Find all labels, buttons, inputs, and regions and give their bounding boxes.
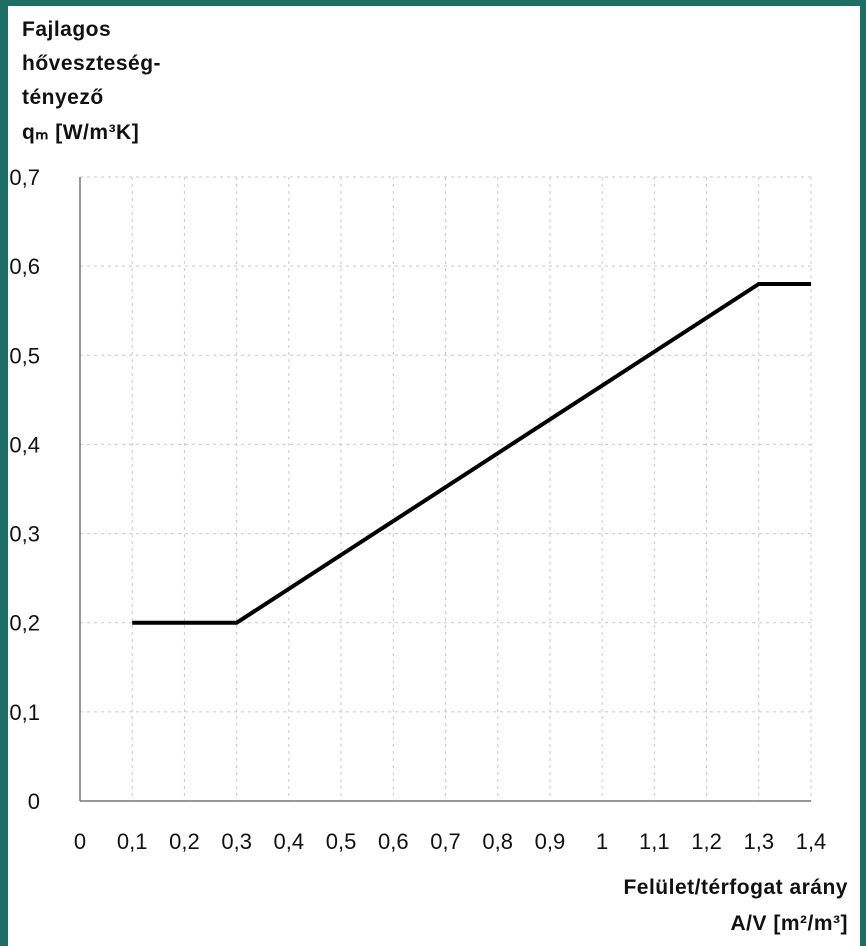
series-layer: [132, 281, 811, 625]
x-tick-label: 0,4: [274, 829, 305, 854]
x-tick-label: 1,4: [796, 829, 827, 854]
chart-frame: Fajlagos hőveszteség- tényező qₘ [W/m³K]…: [8, 6, 860, 946]
series-line: [132, 281, 811, 625]
x-axis-label-line-1: Felület/térfogat arány: [623, 876, 848, 899]
x-tick-label: 1,2: [691, 829, 722, 854]
y-axis-label-line-2: hőveszteség-: [22, 52, 162, 75]
x-tick-label: 0,3: [221, 829, 252, 854]
x-tick-label: 1,3: [743, 829, 774, 854]
y-tick-label: 0,5: [9, 343, 40, 368]
x-tick-label: 0,7: [430, 829, 461, 854]
line-chart: 0 0,1 0,2 0,3 0,4 0,5 0,6 0,7 0,8 0,9 1 1,1 1,2 1,3 1,…: [9, 165, 826, 854]
y-axis-label-line-1: Fajlagos: [22, 18, 112, 41]
x-tick-label: 0,1: [117, 829, 148, 854]
x-tick-label: 0,2: [169, 829, 200, 854]
y-tick-label: 0: [28, 789, 40, 814]
y-tick-label: 0,7: [9, 165, 40, 190]
y-tick-label: 0,3: [9, 522, 40, 547]
y-tick-label: 0,6: [9, 254, 40, 279]
axes: [79, 177, 811, 802]
x-tick-label: 1,1: [639, 829, 670, 854]
y-axis-label-line-3: tényező: [22, 86, 104, 109]
y-tick-label: 0,2: [9, 611, 40, 636]
x-axis-label-line-2: A/V [m²/m³]: [730, 912, 848, 935]
x-tick-label: 0,5: [326, 829, 357, 854]
x-tick-label: 0,9: [535, 829, 566, 854]
x-tick-label: 0,6: [378, 829, 409, 854]
x-tick-label: 0: [74, 829, 86, 854]
y-tick-label: 0,4: [9, 432, 40, 457]
x-tick-label: 0,8: [482, 829, 513, 854]
y-tick-label: 0,1: [9, 700, 40, 725]
tick-labels: 0 0,1 0,2 0,3 0,4 0,5 0,6 0,7 0,8 0,9 1 1,1 1,2 1,3 1,…: [9, 165, 826, 854]
y-axis-label-line-4: qₘ [W/m³K]: [22, 121, 140, 144]
x-tick-label: 1: [596, 829, 608, 854]
